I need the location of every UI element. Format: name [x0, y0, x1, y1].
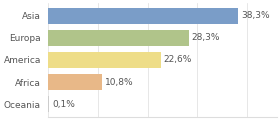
- Bar: [48, 74, 102, 90]
- Text: 0,1%: 0,1%: [52, 100, 75, 109]
- Text: 22,6%: 22,6%: [164, 55, 192, 64]
- Text: 10,8%: 10,8%: [105, 78, 134, 87]
- Bar: [48, 30, 189, 46]
- Bar: [48, 52, 160, 68]
- Bar: [48, 8, 238, 24]
- Text: 38,3%: 38,3%: [241, 11, 270, 20]
- Bar: [48, 96, 49, 112]
- Text: 28,3%: 28,3%: [192, 33, 220, 42]
